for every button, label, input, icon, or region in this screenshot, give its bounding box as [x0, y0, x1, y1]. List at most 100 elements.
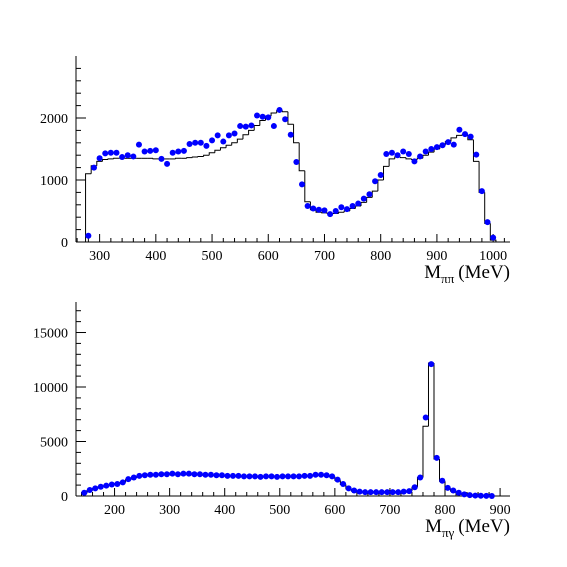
- data-point: [136, 472, 143, 479]
- data-point: [102, 150, 109, 157]
- data-point: [321, 207, 328, 214]
- histogram-bin: [175, 157, 182, 159]
- data-point: [318, 471, 325, 478]
- histogram-bin: [101, 159, 109, 162]
- data-point: [406, 488, 413, 495]
- data-point: [360, 195, 367, 202]
- data-point: [304, 203, 311, 210]
- histogram-bin: [293, 124, 300, 144]
- data-point: [124, 152, 131, 159]
- data-point: [484, 219, 491, 226]
- data-point: [472, 492, 479, 499]
- histogram-bin: [85, 173, 92, 242]
- data-point: [405, 150, 412, 157]
- data-point: [130, 474, 137, 481]
- data-point: [191, 471, 198, 478]
- data-point: [147, 147, 154, 154]
- data-point: [355, 200, 362, 207]
- data-point: [158, 471, 165, 478]
- data-point: [327, 211, 334, 218]
- histogram-bin: [219, 147, 227, 151]
- data-point: [395, 489, 402, 496]
- x-tick-label: 600: [258, 249, 279, 264]
- histogram-bin: [242, 134, 249, 140]
- x-tick-label: 700: [314, 249, 335, 264]
- x-tick-label: 900: [490, 503, 511, 518]
- data-point: [119, 154, 126, 161]
- data-point: [274, 473, 281, 480]
- histogram-bin: [281, 110, 288, 113]
- data-point: [383, 150, 390, 157]
- histogram-bin: [371, 190, 378, 198]
- data-point: [445, 139, 452, 146]
- data-point: [351, 487, 358, 494]
- data-point: [377, 172, 384, 179]
- data-point: [107, 149, 114, 156]
- data-point: [473, 151, 480, 158]
- y-tick-label: 2000: [40, 112, 68, 127]
- data-point: [315, 206, 322, 213]
- data-point: [186, 141, 193, 148]
- data-point: [488, 492, 495, 499]
- x-tick-label: 800: [370, 249, 391, 264]
- data-point: [251, 473, 258, 480]
- data-point: [477, 492, 484, 499]
- data-point: [478, 188, 485, 195]
- histogram-bin: [152, 158, 159, 160]
- x-tick-label: 200: [104, 503, 125, 518]
- histogram-bin: [377, 179, 384, 192]
- data-point: [411, 484, 418, 491]
- data-point: [268, 473, 275, 480]
- histogram-bin: [208, 152, 215, 156]
- data-point: [422, 148, 429, 155]
- data-point: [254, 112, 261, 119]
- data-point: [119, 479, 126, 486]
- axis-label-subscript: πγ: [442, 525, 455, 540]
- x-tick-label: 400: [214, 503, 235, 518]
- histogram-bin: [304, 170, 311, 203]
- data-point: [384, 489, 391, 496]
- histogram-bin: [270, 112, 277, 117]
- data-point: [411, 158, 418, 165]
- data-point: [456, 126, 463, 133]
- data-point: [259, 113, 266, 120]
- data-point: [312, 471, 319, 478]
- data-point: [265, 114, 272, 121]
- data-point: [81, 489, 88, 496]
- data-point: [125, 476, 132, 483]
- data-point: [158, 155, 165, 162]
- data-point: [282, 116, 289, 123]
- histogram-bin: [422, 154, 429, 159]
- data-point: [301, 472, 308, 479]
- histogram-bin: [422, 425, 429, 478]
- x-tick-label: 1000: [479, 249, 507, 264]
- histogram-bin: [472, 139, 480, 162]
- histogram-bin: [366, 196, 373, 203]
- data-point: [169, 149, 176, 156]
- histogram-bin: [248, 129, 255, 135]
- x-axis-label: Mπγ (MeV): [425, 516, 510, 540]
- data-point: [296, 473, 303, 480]
- data-point: [185, 470, 192, 477]
- data-point: [85, 232, 92, 239]
- histogram-bin: [287, 111, 294, 125]
- data-point: [235, 472, 242, 479]
- histogram-bin: [360, 201, 367, 207]
- histogram-bin: [298, 142, 305, 172]
- data-point: [225, 132, 232, 139]
- data-point: [135, 141, 142, 148]
- histogram-bin: [456, 134, 463, 138]
- data-point: [237, 123, 244, 130]
- data-point: [92, 485, 99, 492]
- data-point: [450, 141, 457, 148]
- data-point: [279, 473, 286, 480]
- data-point: [180, 470, 187, 477]
- data-point: [462, 131, 469, 138]
- data-point: [180, 147, 187, 154]
- data-point: [329, 473, 336, 480]
- histogram-bin: [214, 149, 221, 153]
- data-point: [152, 147, 159, 154]
- histogram-bin: [433, 363, 440, 460]
- histogram-bin: [231, 142, 238, 146]
